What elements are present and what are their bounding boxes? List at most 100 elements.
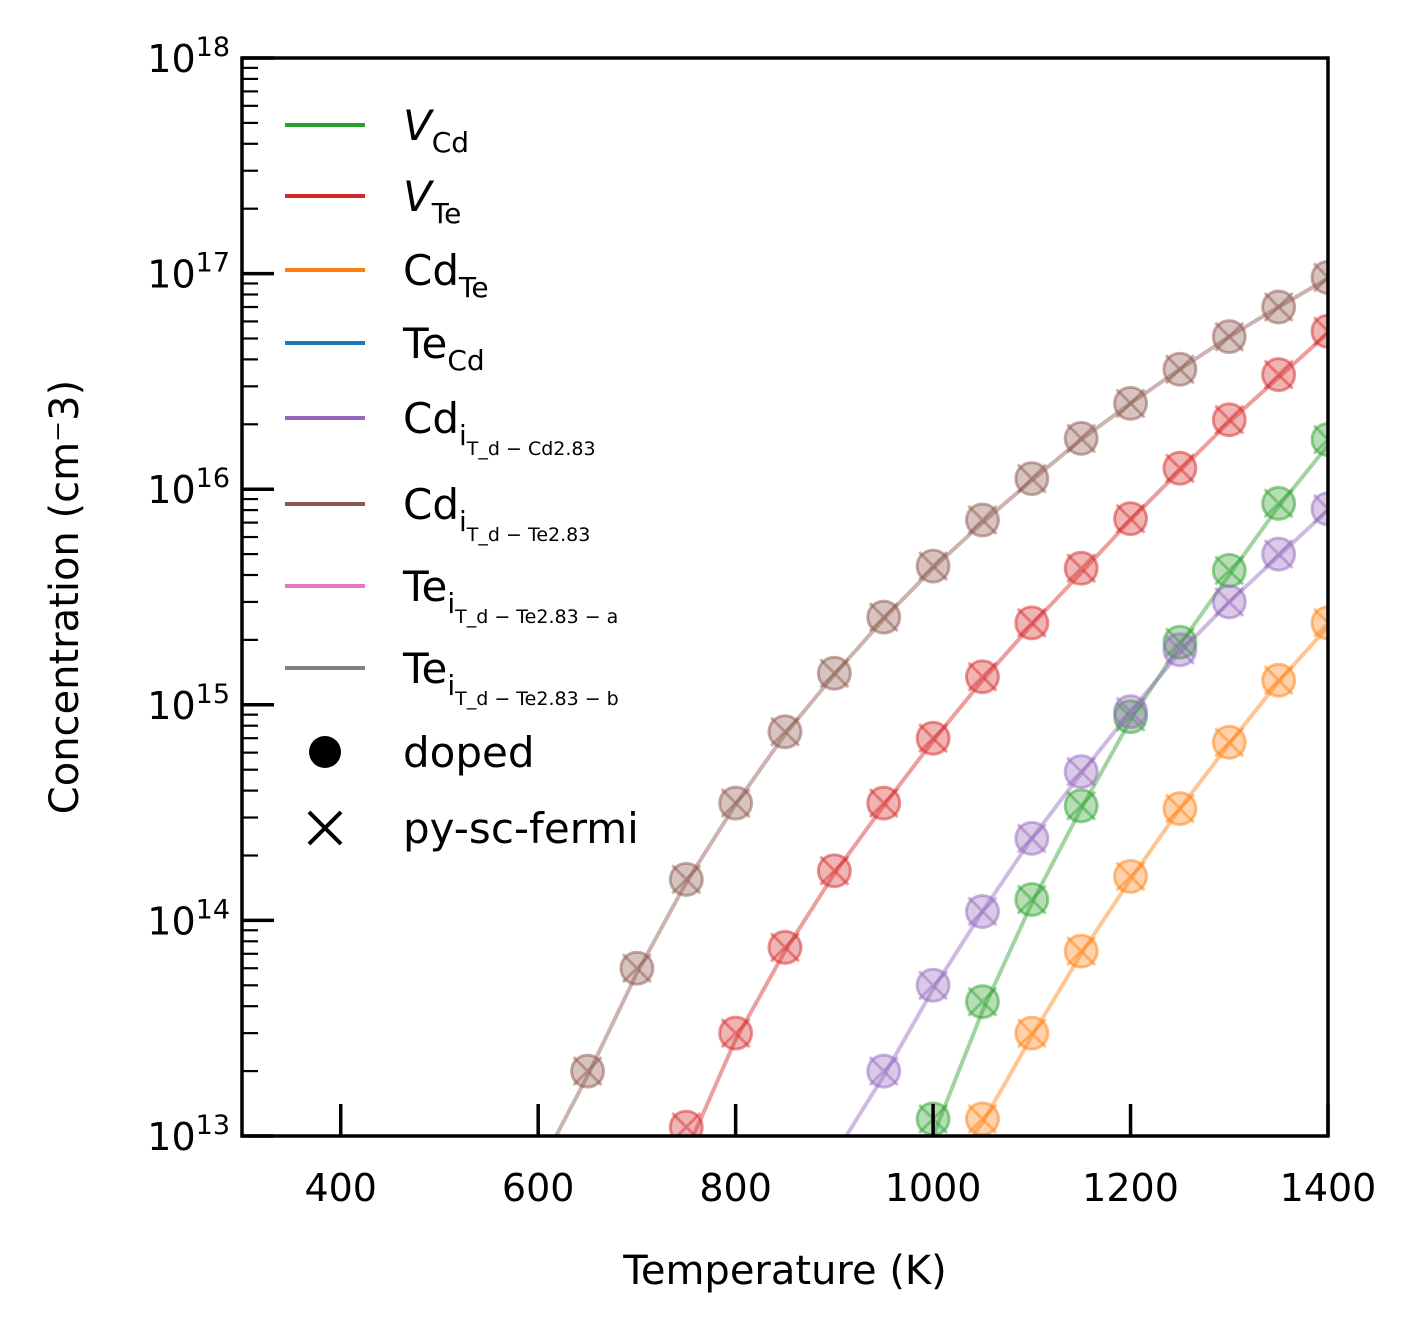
data-point	[1310, 422, 1328, 458]
y-tick-label: 1016	[147, 463, 230, 512]
py-sc-fermi-marker	[1066, 790, 1097, 821]
legend-label-sub: i	[459, 505, 467, 538]
py-sc-fermi-marker	[1263, 665, 1294, 696]
x-tick-label: 1000	[885, 1166, 982, 1210]
py-sc-fermi-marker	[918, 723, 949, 754]
py-sc-fermi-marker	[1115, 503, 1146, 534]
doped-marker	[964, 502, 1000, 538]
doped-marker	[668, 861, 704, 897]
legend-label-sub: Te	[458, 271, 489, 304]
data-point	[866, 599, 902, 635]
py-sc-fermi-marker	[1016, 1018, 1047, 1049]
x-tick-label: 400	[304, 1166, 377, 1210]
doped-marker	[964, 659, 1000, 695]
py-sc-fermi-marker	[1164, 354, 1195, 385]
py-sc-fermi-marker	[1164, 453, 1195, 484]
data-point	[816, 853, 852, 889]
x-axis-ticks: 400 600 800 1000 1200 1400	[304, 1104, 1376, 1210]
legend-entry-marker: py-sc-fermi	[307, 804, 639, 853]
data-point	[816, 655, 852, 691]
py-sc-fermi-marker	[967, 986, 998, 1017]
data-point	[668, 861, 704, 897]
doped-marker	[1014, 1015, 1050, 1051]
py-sc-fermi-marker	[720, 1018, 751, 1049]
data-point	[1261, 485, 1297, 521]
series-markers	[570, 259, 1328, 1136]
y-tick-base: 10	[147, 468, 195, 512]
data-point	[1113, 385, 1149, 421]
data-point	[1063, 933, 1099, 969]
data-point	[1211, 584, 1247, 620]
legend-label: CdTe	[403, 246, 489, 304]
doped-marker	[1113, 501, 1149, 537]
doped-marker	[866, 785, 902, 821]
data-point	[1014, 605, 1050, 641]
doped-marker	[619, 950, 655, 986]
y-tick-label: 1013	[147, 1110, 230, 1159]
legend-circle-marker	[309, 736, 341, 768]
py-sc-fermi-marker	[572, 1056, 603, 1087]
py-sc-fermi-marker	[918, 551, 949, 582]
series-lines	[554, 276, 1328, 1136]
doped-marker	[1063, 788, 1099, 824]
legend-entry: CdiT_d − Cd2.83	[285, 394, 596, 460]
y-tick-exponent: 16	[196, 463, 230, 494]
data-point	[1261, 357, 1297, 393]
py-sc-fermi-marker	[967, 504, 998, 536]
doped-marker	[816, 853, 852, 889]
data-point	[1063, 550, 1099, 586]
py-sc-fermi-marker	[671, 864, 702, 895]
py-sc-fermi-marker	[1066, 756, 1097, 787]
doped-marker	[1063, 420, 1099, 456]
doped-marker	[1162, 791, 1198, 827]
doped-marker	[1310, 313, 1328, 349]
data-point	[1310, 259, 1328, 295]
legend-label-subsub: T_d − Te2.83 − a	[454, 606, 618, 628]
data-point	[1310, 491, 1328, 527]
legend-entry: VCd	[285, 101, 469, 159]
data-point	[1014, 882, 1050, 918]
data-point	[964, 502, 1000, 538]
data-point	[964, 893, 1000, 929]
py-sc-fermi-marker	[1066, 936, 1097, 967]
x-tick-label: 1400	[1280, 1166, 1377, 1210]
data-point	[866, 1053, 902, 1089]
legend-label-subsub: T_d − Te2.83	[466, 524, 591, 546]
y-tick-label: 1017	[147, 248, 230, 297]
py-sc-fermi-marker	[1115, 861, 1146, 892]
py-sc-fermi-marker	[720, 788, 751, 819]
doped-marker	[816, 655, 852, 691]
y-tick-label: 1015	[147, 679, 230, 728]
doped-marker	[1014, 820, 1050, 856]
py-sc-fermi-marker	[1214, 404, 1245, 435]
legend-entry-marker: doped	[309, 728, 535, 777]
data-point	[619, 950, 655, 986]
py-sc-fermi-marker	[1263, 488, 1294, 519]
doped-marker	[1162, 450, 1198, 486]
py-sc-fermi-marker	[671, 1112, 702, 1136]
data-point	[1113, 501, 1149, 537]
legend-entry: CdiT_d − Te2.83	[285, 480, 590, 546]
legend-label-sub: i	[447, 587, 455, 620]
y-tick-base: 10	[147, 684, 195, 728]
legend-label-sub: i	[447, 669, 455, 702]
y-tick-base: 10	[147, 253, 195, 297]
plot-frame	[240, 56, 1330, 1138]
py-sc-fermi-marker	[1214, 727, 1245, 758]
data-point	[964, 659, 1000, 695]
py-sc-fermi-marker	[1312, 607, 1328, 638]
py-sc-fermi-marker	[967, 1103, 998, 1134]
data-point	[1261, 536, 1297, 572]
y-tick-exponent: 15	[196, 679, 230, 710]
doped-marker	[1211, 402, 1247, 438]
data-point	[1162, 450, 1198, 486]
legend-label: VTe	[403, 172, 461, 230]
legend-label: VCd	[403, 101, 469, 159]
py-sc-fermi-marker	[1312, 493, 1328, 524]
series-line-2	[971, 625, 1328, 1136]
py-sc-fermi-marker	[1263, 539, 1294, 570]
